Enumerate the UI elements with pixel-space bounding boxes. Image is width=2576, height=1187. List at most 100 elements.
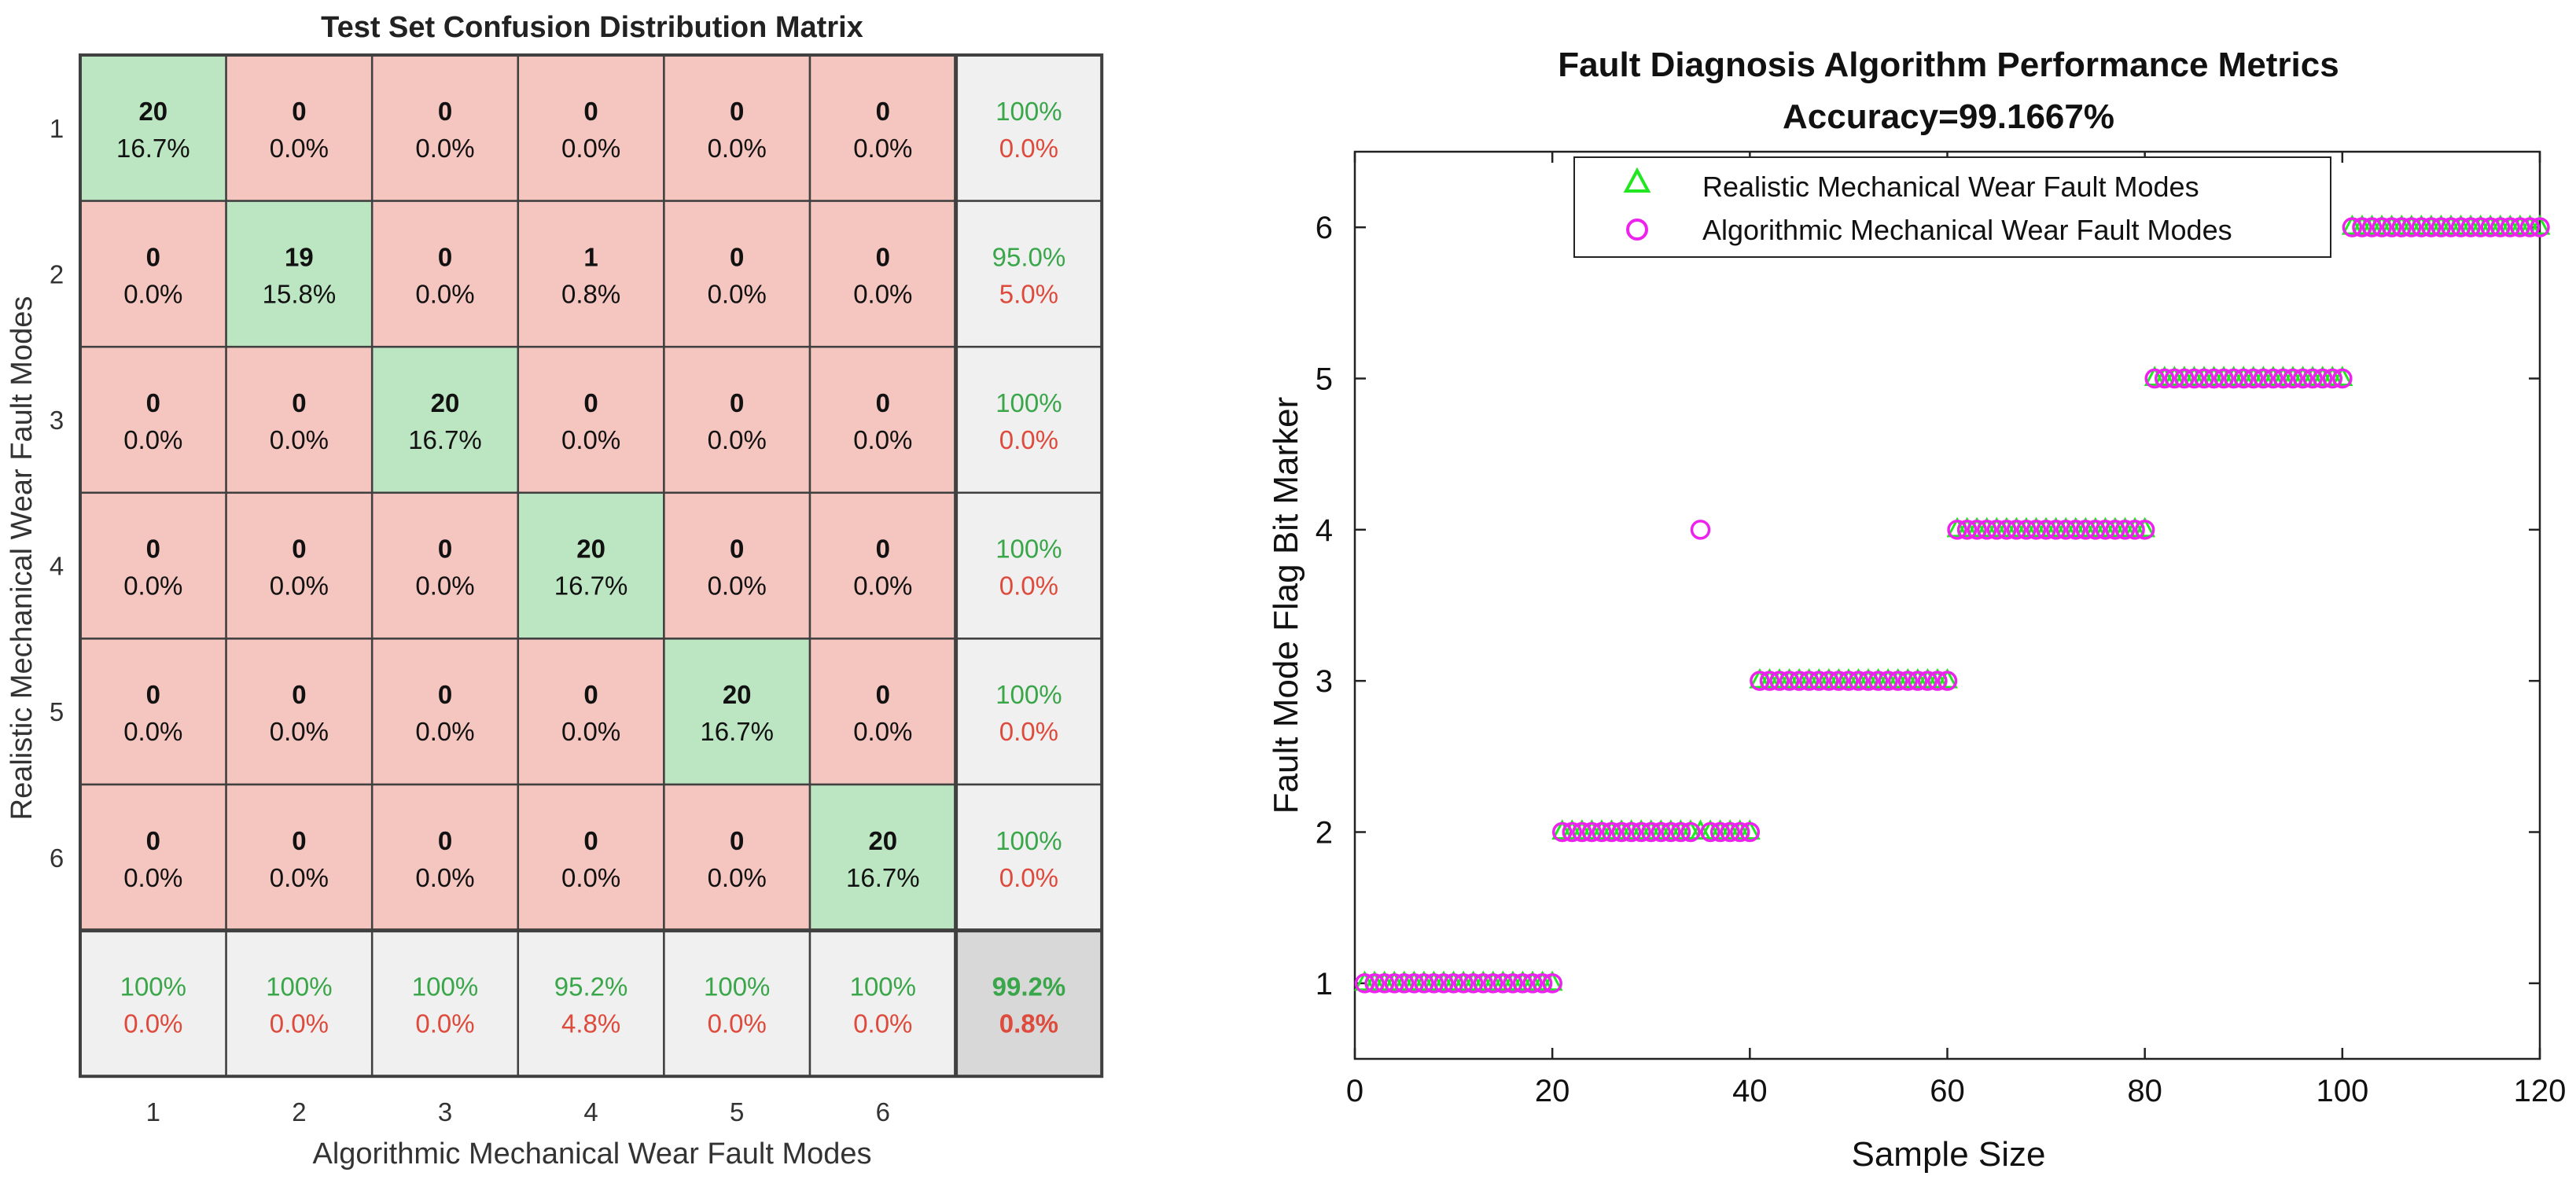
cell-count: 0 — [146, 388, 160, 417]
cell-count: 0 — [583, 388, 598, 417]
cell-percent: 0.0% — [270, 425, 329, 454]
confusion-matrix: Test Set Confusion Distribution Matrix 2… — [6, 11, 1104, 1170]
y-tick-label: 3 — [1316, 664, 1333, 699]
y-tick-label: 1 — [1316, 967, 1333, 1001]
matrix-cell — [79, 638, 227, 786]
algorithmic-circle-point — [1720, 821, 1740, 843]
col-summary-wrong: 0.0% — [270, 1009, 329, 1038]
algorithmic-circle-point — [2155, 368, 2175, 389]
cell-count: 20 — [138, 97, 167, 126]
algorithmic-circle-point — [2055, 520, 2076, 540]
y-tick-label: 5 — [1316, 362, 1333, 397]
confusion-matrix-labels: 1 2 3 4 5 6 1 2 3 4 5 6 — [50, 114, 890, 1126]
algorithmic-circle-point — [1443, 973, 1464, 994]
algorithmic-circle-point — [1927, 671, 1948, 691]
algorithmic-circle-point — [1690, 520, 1711, 540]
cell-count: 0 — [876, 242, 890, 271]
realistic-triangle-point — [1937, 667, 1958, 689]
algorithmic-circle-point — [2016, 520, 2037, 540]
scatter-plot: Fault Diagnosis Algorithm Performance Me… — [1267, 46, 2566, 1174]
algorithmic-circle-point — [1542, 973, 1562, 994]
algorithmic-circle-point — [2272, 368, 2294, 389]
legend-box — [1573, 156, 2331, 258]
row-summary-cell — [955, 53, 1103, 202]
col-summary-wrong: 0.0% — [708, 1009, 767, 1038]
cell-percent: 0.0% — [123, 425, 182, 454]
col-summary-cell — [79, 929, 227, 1078]
algorithmic-circle-point — [2125, 520, 2145, 540]
cell-count: 0 — [146, 242, 160, 271]
algorithmic-circle-point — [1897, 671, 1919, 691]
cell-percent: 0.0% — [123, 863, 182, 892]
matrix-cell — [663, 491, 811, 640]
algorithmic-circle-point — [2421, 217, 2442, 237]
algorithmic-circle-point — [2510, 217, 2530, 237]
legend-label-algorithmic: Algorithmic Mechanical Wear Fault Modes — [1702, 214, 2232, 246]
algorithmic-circle-point — [2006, 520, 2027, 540]
algorithmic-circle-point — [2066, 520, 2086, 540]
algorithmic-circle-point — [2283, 368, 2303, 389]
matrix-cell — [808, 638, 957, 786]
row-tick-label: 1 — [50, 114, 64, 143]
algorithmic-circle-point — [1700, 821, 1720, 843]
algorithmic-circle-point — [2431, 217, 2452, 237]
cell-percent: 0.0% — [853, 717, 912, 746]
algorithmic-circle-point — [1730, 821, 1750, 843]
cell-percent: 16.7% — [116, 134, 190, 163]
algorithmic-circle-point — [1759, 671, 1780, 691]
algorithmic-circle-point — [2381, 217, 2402, 237]
algorithmic-circle-point — [2045, 520, 2066, 540]
algorithmic-circle-point — [2312, 368, 2333, 389]
col-summary-correct: 100% — [120, 972, 186, 1001]
algorithmic-circle-point — [1986, 520, 2007, 540]
col-tick-label: 5 — [730, 1097, 744, 1126]
algorithmic-circle-point — [2292, 368, 2313, 389]
cell-count: 0 — [292, 535, 306, 564]
algorithmic-circle-point — [1404, 973, 1425, 994]
matrix-cell — [225, 638, 374, 786]
matrix-cell — [79, 345, 227, 494]
algorithmic-circle-point — [1917, 671, 1938, 691]
col-tick-label: 6 — [876, 1097, 890, 1126]
algorithmic-circle-point — [2530, 217, 2550, 237]
realistic-triangle-point — [1541, 970, 1563, 991]
algorithmic-circle-point — [1947, 520, 1967, 540]
algorithmic-circle-point — [1601, 821, 1622, 843]
matrix-cell — [79, 200, 227, 348]
col-summary-wrong: 0.0% — [853, 1009, 912, 1038]
cell-percent: 0.0% — [415, 863, 474, 892]
algorithmic-circle-point — [1838, 671, 1859, 691]
algorithmic-circle-point — [2026, 520, 2047, 540]
algorithmic-circle-point — [1779, 671, 1800, 691]
algorithmic-circle-point — [1453, 973, 1474, 994]
cell-count: 0 — [730, 826, 744, 855]
algorithmic-circle-point — [2391, 217, 2412, 237]
cell-count: 0 — [146, 535, 160, 564]
algorithmic-circle-point — [2401, 217, 2422, 237]
matrix-cell — [370, 491, 520, 640]
algorithmic-circle-point — [2095, 520, 2116, 540]
algorithmic-circle-point — [1858, 671, 1879, 691]
matrix-cell — [370, 53, 520, 202]
matrix-cell — [808, 345, 957, 494]
algorithmic-circle-point — [1562, 821, 1583, 843]
algorithmic-circle-point — [1819, 671, 1839, 691]
algorithmic-circle-point — [1798, 671, 1820, 691]
scatter-marks — [1354, 214, 2551, 994]
cell-percent: 16.7% — [846, 863, 920, 892]
algorithmic-circle-point — [2342, 217, 2363, 237]
matrix-cell — [370, 638, 520, 786]
col-summary-correct: 100% — [704, 972, 770, 1001]
cell-percent: 0.0% — [415, 571, 474, 601]
algorithmic-circle-point — [1512, 973, 1533, 994]
legend-circle-marker — [1626, 219, 1648, 241]
matrix-cell — [225, 345, 374, 494]
cell-percent: 0.0% — [853, 571, 912, 601]
algorithmic-circle-point — [2480, 217, 2501, 237]
cell-count: 0 — [438, 680, 452, 709]
overall-wrong: 0.8% — [999, 1009, 1058, 1038]
col-summary-correct: 95.2% — [554, 972, 628, 1001]
realistic-triangle-point — [2331, 366, 2353, 386]
matrix-cell — [517, 491, 665, 640]
